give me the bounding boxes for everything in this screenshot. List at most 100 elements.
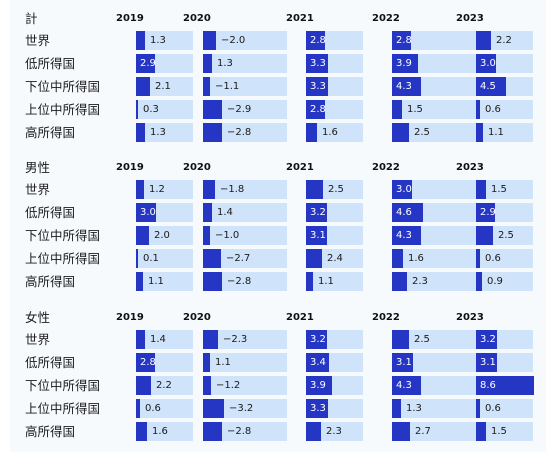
value-bar — [392, 353, 413, 372]
cell-background — [203, 249, 287, 268]
value-label: 2.0 — [154, 230, 170, 241]
value-label: 0.1 — [143, 253, 159, 264]
value-label: −2.0 — [221, 35, 246, 46]
value-bar — [203, 330, 218, 349]
value-bar — [306, 226, 327, 245]
value-label: 2.8 — [396, 35, 412, 46]
row-label: 下位中所得国 — [25, 79, 101, 94]
value-label: −1.8 — [220, 184, 245, 195]
year-header: 2019 — [116, 13, 144, 24]
cell-background — [392, 422, 476, 441]
value-label: 3.9 — [310, 380, 326, 391]
value-label: 2.5 — [414, 334, 430, 345]
value-bar — [203, 180, 215, 199]
value-bar — [476, 54, 496, 73]
value-bar — [306, 422, 321, 441]
cell-background — [203, 226, 287, 245]
value-bar — [136, 54, 155, 73]
value-label: 0.9 — [487, 276, 503, 287]
row-label: 下位中所得国 — [25, 378, 101, 393]
year-header: 2022 — [372, 312, 400, 323]
value-bar — [476, 422, 486, 441]
value-label: −1.1 — [215, 81, 240, 92]
value-bar — [136, 399, 140, 418]
year-header: 2019 — [116, 162, 144, 173]
value-bar — [136, 376, 151, 395]
cell-background — [136, 180, 193, 199]
value-bar — [306, 376, 332, 395]
cell-background — [392, 100, 476, 119]
cell-background — [203, 422, 287, 441]
value-bar — [306, 330, 327, 349]
value-label: −2.8 — [227, 276, 252, 287]
value-label: −1.0 — [215, 230, 240, 241]
value-bar — [392, 330, 409, 349]
cell-background — [203, 123, 287, 142]
value-label: 1.3 — [406, 403, 422, 414]
value-bar — [476, 31, 491, 50]
value-label: 1.6 — [322, 127, 338, 138]
value-label: 2.2 — [496, 35, 512, 46]
value-label: 2.2 — [156, 380, 172, 391]
value-label: 2.9 — [140, 58, 156, 69]
row-label: 高所得国 — [25, 424, 76, 439]
cell-background — [476, 422, 533, 441]
value-bar — [306, 31, 325, 50]
value-bar — [306, 272, 313, 291]
value-label: 1.6 — [152, 426, 168, 437]
value-label: 2.5 — [498, 230, 514, 241]
row-label: 上位中所得国 — [25, 401, 101, 416]
value-label: 3.0 — [140, 207, 156, 218]
value-bar — [476, 123, 483, 142]
value-label: 4.5 — [480, 81, 496, 92]
value-bar — [392, 226, 421, 245]
cell-background — [203, 31, 287, 50]
cell-background — [136, 31, 193, 50]
year-header: 2020 — [183, 13, 211, 24]
value-bar — [136, 272, 143, 291]
value-bar — [203, 399, 224, 418]
value-label: 4.3 — [396, 81, 412, 92]
value-label: 1.5 — [407, 104, 423, 115]
cell-background — [203, 399, 287, 418]
cell-background — [136, 422, 193, 441]
section-title: 男性 — [25, 160, 51, 175]
cell-background — [392, 330, 476, 349]
value-label: 2.1 — [155, 81, 171, 92]
value-bar — [203, 77, 210, 96]
value-bar — [306, 100, 325, 119]
cell-background — [203, 54, 287, 73]
cell-background — [306, 272, 363, 291]
value-label: −2.8 — [227, 127, 252, 138]
year-header: 2020 — [183, 312, 211, 323]
year-header: 2021 — [286, 312, 314, 323]
year-header: 2020 — [183, 162, 211, 173]
cell-background — [136, 226, 193, 245]
value-bar — [392, 123, 409, 142]
value-label: 1.6 — [408, 253, 424, 264]
value-bar — [136, 249, 138, 268]
year-header: 2022 — [372, 13, 400, 24]
value-label: −1.2 — [216, 380, 241, 391]
value-bar — [306, 180, 323, 199]
cell-background — [392, 249, 476, 268]
cell-background — [203, 330, 287, 349]
value-bar — [392, 249, 403, 268]
value-bar — [203, 31, 216, 50]
value-bar — [392, 100, 402, 119]
value-bar — [306, 203, 327, 222]
value-label: 3.1 — [480, 357, 496, 368]
value-label: 2.3 — [326, 426, 342, 437]
cell-background — [203, 376, 287, 395]
cell-background — [136, 123, 193, 142]
year-header: 2023 — [456, 312, 484, 323]
value-bar — [306, 249, 322, 268]
value-bar — [203, 100, 222, 119]
cell-background — [203, 353, 287, 372]
value-bar — [306, 77, 328, 96]
value-bar — [476, 399, 480, 418]
value-label: 3.1 — [310, 230, 326, 241]
value-label: 3.2 — [310, 334, 326, 345]
value-label: 1.3 — [150, 35, 166, 46]
value-bar — [136, 226, 149, 245]
